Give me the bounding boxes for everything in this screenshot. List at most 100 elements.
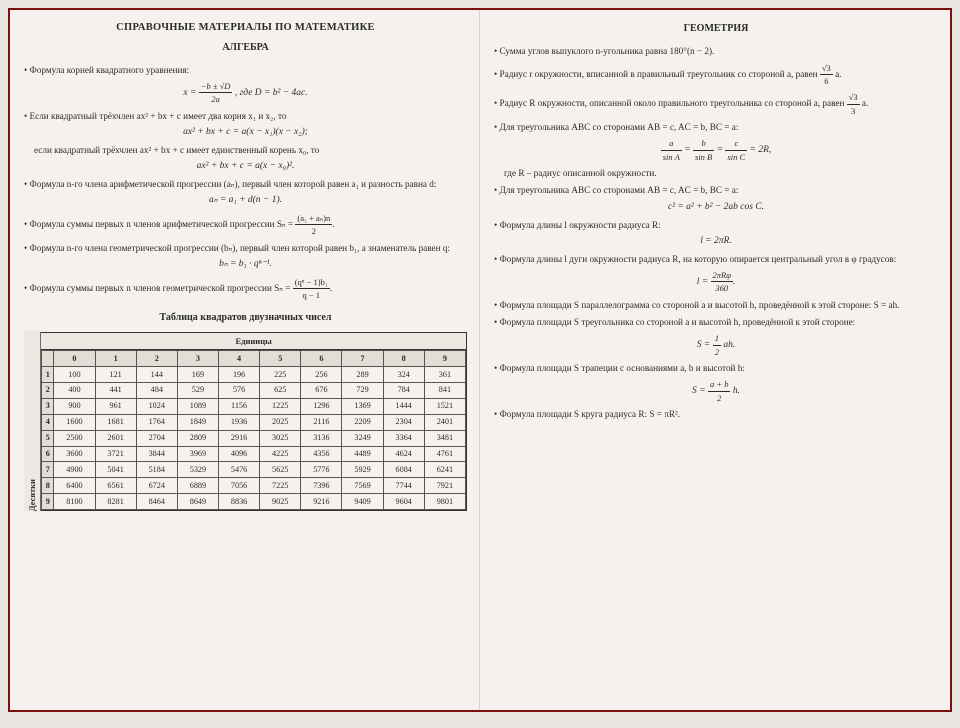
left-column: СПРАВОЧНЫЕ МАТЕРИАЛЫ ПО МАТЕМАТИКЕ АЛГЕБ…: [10, 10, 480, 710]
table-cell: 1225: [260, 398, 301, 414]
table-cell: 7225: [260, 478, 301, 494]
sines-where: где R – радиус описанной окружности.: [504, 167, 938, 180]
triangle-area: S = 12 ah.: [494, 332, 938, 358]
tens-label: Десятки: [24, 330, 40, 511]
table-cell: 1156: [219, 398, 260, 414]
trinomial-two-roots: Если квадратный трёхчлен ax² + bx + c им…: [24, 110, 467, 123]
row-header: 8: [42, 478, 54, 494]
table-cell: 1089: [177, 398, 218, 414]
table-cell: 4900: [54, 462, 95, 478]
table-cell: 7056: [219, 478, 260, 494]
table-cell: 5041: [95, 462, 136, 478]
table-row: 8640065616724688970567225739675697744792…: [42, 478, 466, 494]
table-cell: 4356: [301, 446, 342, 462]
table-cell: 8100: [54, 494, 95, 510]
table-cell: 1600: [54, 414, 95, 430]
trinomial-one-root: если квадратный трёхчлен ax² + bx + c им…: [34, 144, 467, 157]
table-cell: 6400: [54, 478, 95, 494]
table-cell: 5184: [136, 462, 177, 478]
circumference-text: Формула длины l окружности радиуса R:: [494, 219, 938, 232]
table-cell: 1849: [177, 414, 218, 430]
table-row: 9810082818464864988369025921694099604980…: [42, 494, 466, 510]
main-title: СПРАВОЧНЫЕ МАТЕРИАЛЫ ПО МАТЕМАТИКЕ: [24, 20, 467, 35]
col-header: 8: [383, 351, 424, 367]
circ-radius: Радиус R окружности, описанной около пра…: [494, 91, 938, 117]
table-cell: 8649: [177, 494, 218, 510]
table-cell: 484: [136, 382, 177, 398]
arith-nth: Формула n-го члена арифметической прогре…: [24, 178, 467, 191]
table-cell: 8836: [219, 494, 260, 510]
table-cell: 784: [383, 382, 424, 398]
table-cell: 144: [136, 367, 177, 383]
col-header: 2: [136, 351, 177, 367]
table-cell: 3844: [136, 446, 177, 462]
col-header: 5: [260, 351, 301, 367]
squares-table-wrap: Единицы 0123456789 110012114416919622525…: [40, 332, 467, 511]
table-cell: 3481: [424, 430, 465, 446]
triangle-area-text: Формула площади S треугольника со сторон…: [494, 316, 938, 329]
table-cell: 4489: [342, 446, 383, 462]
table-cell: 9409: [342, 494, 383, 510]
trapezoid-area-text: Формула площади S трапеции с основаниями…: [494, 362, 938, 375]
circumference: l = 2πR.: [494, 235, 938, 249]
table-cell: 9801: [424, 494, 465, 510]
table-cell: 9216: [301, 494, 342, 510]
table-row: 7490050415184532954765625577659296084624…: [42, 462, 466, 478]
table-cell: 3969: [177, 446, 218, 462]
table-cell: 7569: [342, 478, 383, 494]
row-header: 7: [42, 462, 54, 478]
table-cell: 3600: [54, 446, 95, 462]
table-cell: 225: [260, 367, 301, 383]
table-cell: 5625: [260, 462, 301, 478]
table-cell: 4624: [383, 446, 424, 462]
arc-length: l = 2πRφ360.: [494, 269, 938, 295]
squares-table: 0123456789 11001211441691962252562893243…: [41, 350, 466, 510]
table-cell: 2916: [219, 430, 260, 446]
table-cell: 676: [301, 382, 342, 398]
table-cell: 1764: [136, 414, 177, 430]
trinomial-f3: ax² + bx + c = a(x − x₀)².: [24, 160, 467, 174]
row-header: 9: [42, 494, 54, 510]
table-cell: 3721: [95, 446, 136, 462]
table-cell: 9604: [383, 494, 424, 510]
table-cell: 121: [95, 367, 136, 383]
table-cell: 256: [301, 367, 342, 383]
table-cell: 1936: [219, 414, 260, 430]
table-cell: 3136: [301, 430, 342, 446]
algebra-heading: АЛГЕБРА: [24, 41, 467, 56]
circle-area: Формула площади S круга радиуса R: S = π…: [494, 408, 938, 421]
arc-length-text: Формула длины l дуги окружности радиуса …: [494, 253, 938, 266]
table-cell: 900: [54, 398, 95, 414]
trinomial-f2: ax² + bx + c = a(x − x₁)(x − x₂);: [24, 126, 467, 140]
table-cell: 5929: [342, 462, 383, 478]
col-header: 1: [95, 351, 136, 367]
table-cell: 8281: [95, 494, 136, 510]
arith-sum: Формула суммы первых n членов арифметиче…: [24, 212, 467, 238]
table-cell: 1444: [383, 398, 424, 414]
corner-cell: [42, 351, 54, 367]
geometry-heading: ГЕОМЕТРИЯ: [494, 22, 938, 37]
table-cell: 2401: [424, 414, 465, 430]
table-row: 6360037213844396940964225435644894624476…: [42, 446, 466, 462]
table-cell: 729: [342, 382, 383, 398]
table-title: Таблица квадратов двузначных чисел: [24, 311, 467, 326]
table-cell: 4096: [219, 446, 260, 462]
table-cell: 324: [383, 367, 424, 383]
table-cell: 2500: [54, 430, 95, 446]
table-cell: 2209: [342, 414, 383, 430]
quad-formula: x = −b ± √D2a , где D = b² − 4ac.: [24, 80, 467, 106]
geom-sum: Формула суммы первых n членов геометриче…: [24, 276, 467, 302]
table-cell: 6084: [383, 462, 424, 478]
table-row: 2400441484529576625676729784841: [42, 382, 466, 398]
table-cell: 7744: [383, 478, 424, 494]
table-cell: 3364: [383, 430, 424, 446]
row-header: 5: [42, 430, 54, 446]
insc-radius: Радиус r окружности, вписанной в правиль…: [494, 62, 938, 88]
table-cell: 3025: [260, 430, 301, 446]
right-column: ГЕОМЕТРИЯ Сумма углов выпуклого n-угольн…: [480, 10, 950, 710]
table-row: 1100121144169196225256289324361: [42, 367, 466, 383]
table-cell: 4225: [260, 446, 301, 462]
parallelogram-area: Формула площади S параллелограмма со сто…: [494, 299, 938, 312]
table-cell: 2304: [383, 414, 424, 430]
table-cell: 1024: [136, 398, 177, 414]
